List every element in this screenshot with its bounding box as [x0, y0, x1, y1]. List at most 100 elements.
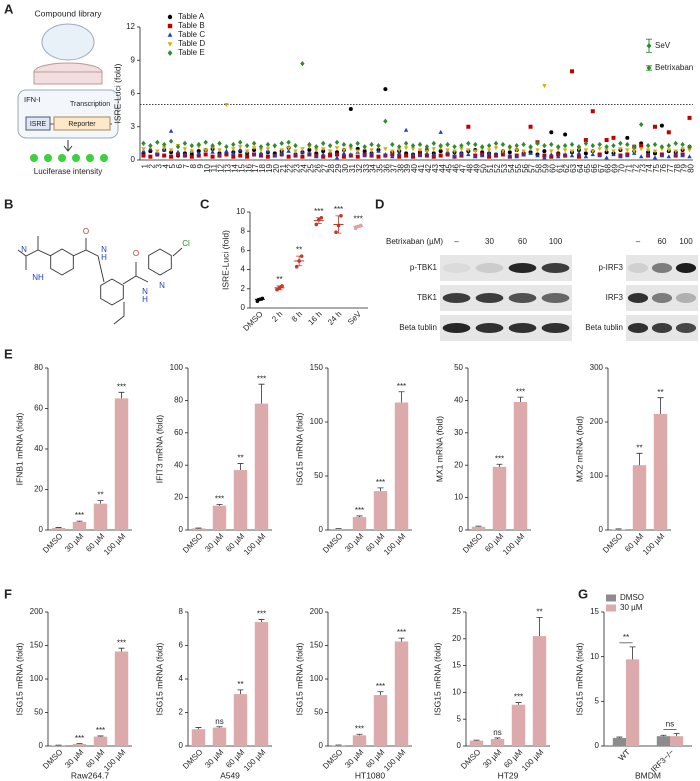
point — [486, 143, 492, 149]
point — [466, 152, 471, 157]
point — [224, 144, 229, 150]
blot-band — [627, 293, 649, 303]
point — [487, 154, 492, 159]
y-tick-label: 2 — [241, 284, 246, 293]
y-axis-label: ISG15 mRNA (fold) — [294, 412, 304, 485]
point — [335, 152, 340, 157]
error-bar — [97, 500, 104, 504]
x-tick-label: 18 — [258, 163, 267, 172]
point — [321, 140, 326, 146]
y-axis-label: MX2 mRNA (fold) — [574, 416, 584, 482]
point — [369, 148, 374, 153]
schematic-text: Compound library — [34, 8, 102, 18]
point — [175, 144, 181, 150]
blot-band — [541, 323, 570, 333]
y-tick-label: 150 — [310, 641, 324, 650]
blot-treatment: Betrixaban (µM) — [386, 237, 443, 246]
point — [583, 140, 589, 146]
bar — [653, 413, 668, 530]
point — [618, 147, 623, 152]
y-tick-label: 0 — [179, 741, 184, 750]
panel-label: F — [4, 586, 12, 601]
point — [217, 148, 222, 153]
point — [210, 149, 215, 154]
x-tick-label: 65 — [583, 163, 592, 172]
point — [189, 143, 194, 149]
error-bar — [97, 735, 104, 737]
point — [562, 143, 568, 149]
y-axis-label: MX1 mRNA (fold) — [434, 416, 444, 482]
x-tick-label: SeV — [346, 309, 364, 327]
point — [459, 143, 464, 149]
point — [666, 130, 671, 135]
x-tick-label: DMSO — [321, 748, 344, 771]
point — [376, 154, 381, 159]
x-tick-label: 35 — [376, 163, 385, 172]
x-tick-label: 41 — [417, 163, 426, 172]
point — [590, 152, 595, 157]
point — [341, 141, 347, 148]
x-tick-label: 76 — [659, 163, 668, 172]
x-tick-label: 52 — [493, 163, 502, 172]
error-bar — [398, 391, 405, 403]
point — [611, 149, 616, 154]
blot-band — [675, 293, 697, 303]
lane-label: 60 — [658, 237, 667, 246]
y-tick-label: 0 — [241, 303, 246, 312]
x-axis-label: BMDM — [635, 770, 661, 780]
atom-label: O — [83, 227, 89, 236]
point — [334, 139, 340, 145]
bar — [490, 739, 505, 746]
bar — [114, 398, 129, 530]
point — [542, 84, 547, 89]
point — [556, 144, 561, 150]
x-tick-label: 51 — [486, 163, 495, 172]
point — [328, 153, 333, 158]
point — [659, 153, 665, 158]
point — [348, 143, 353, 149]
point — [148, 154, 153, 159]
blot-band — [651, 323, 673, 333]
point — [507, 153, 512, 158]
point — [196, 153, 201, 158]
point — [666, 143, 671, 149]
x-tick-label: 54 — [507, 163, 516, 172]
x-tick-label: 34 — [369, 163, 378, 172]
error-bar — [237, 463, 244, 471]
ring — [100, 278, 124, 306]
point — [404, 153, 409, 158]
x-tick-label: 30 µM — [63, 531, 85, 553]
point — [231, 141, 236, 148]
x-tick-label: 15 — [237, 163, 246, 172]
y-tick-label: 40 — [454, 396, 463, 405]
point — [646, 43, 652, 49]
point — [141, 140, 146, 146]
x-tick-label: DMSO — [461, 532, 484, 555]
significance: *** — [376, 478, 385, 487]
significance: *** — [516, 387, 525, 396]
point — [286, 146, 291, 151]
point — [673, 149, 678, 154]
x-tick-label: 24 — [300, 163, 309, 172]
point — [611, 135, 616, 140]
y-tick-label: 20 — [452, 634, 461, 643]
y-tick-label: 0 — [595, 741, 600, 750]
legend-label: Table E — [178, 48, 205, 57]
x-tick-label: 23 — [293, 163, 302, 172]
point — [438, 149, 443, 154]
bar — [513, 402, 528, 530]
bar — [254, 622, 269, 746]
point — [300, 147, 305, 152]
error-bar — [258, 383, 265, 404]
error-bar — [276, 285, 283, 291]
point — [473, 154, 478, 159]
blot-row-label: Beta tublin — [585, 323, 623, 332]
point — [569, 149, 575, 154]
point — [528, 150, 533, 155]
point — [390, 154, 395, 159]
point — [307, 150, 312, 155]
legend-label: 30 µM — [620, 603, 643, 612]
y-tick-label: 10 — [590, 652, 599, 661]
x-tick-label: 29 — [334, 163, 343, 172]
point — [556, 154, 561, 159]
